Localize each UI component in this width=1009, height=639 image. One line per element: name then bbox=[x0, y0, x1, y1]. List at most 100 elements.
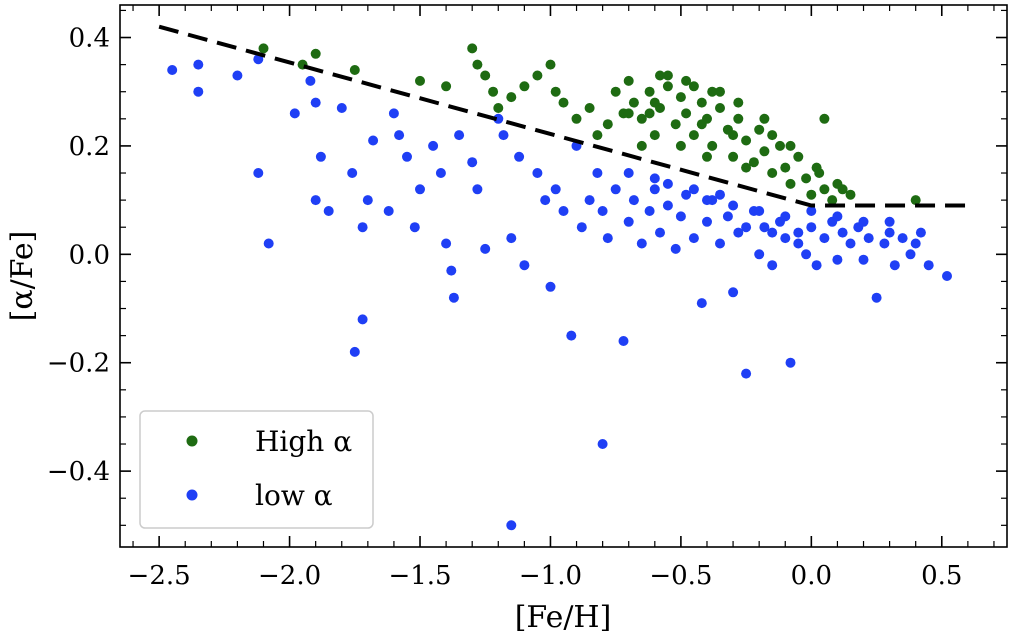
high-alpha-point bbox=[681, 108, 692, 119]
high-alpha-point bbox=[670, 119, 681, 130]
high-alpha-point bbox=[349, 65, 360, 75]
legend: High α low α bbox=[139, 410, 374, 529]
low-alpha-point bbox=[584, 195, 595, 206]
legend-marker-high-alpha bbox=[186, 435, 198, 447]
high-alpha-point bbox=[696, 97, 707, 108]
low-alpha-point bbox=[681, 189, 692, 200]
high-alpha-point bbox=[728, 151, 739, 162]
low-alpha-point bbox=[167, 65, 178, 75]
low-alpha-point bbox=[915, 227, 926, 238]
low-alpha-point bbox=[910, 238, 921, 249]
low-alpha-point bbox=[837, 227, 848, 238]
low-alpha-point bbox=[649, 173, 660, 184]
low-alpha-point bbox=[702, 216, 712, 227]
low-alpha-point bbox=[806, 222, 817, 233]
high-alpha-point bbox=[675, 92, 686, 103]
low-alpha-point bbox=[670, 243, 681, 254]
low-alpha-point bbox=[858, 216, 869, 227]
low-alpha-point bbox=[884, 227, 895, 238]
low-alpha-point bbox=[675, 211, 686, 222]
x-tick-label: −2.0 bbox=[258, 561, 321, 591]
legend-box bbox=[139, 410, 374, 529]
low-alpha-point bbox=[696, 298, 707, 309]
high-alpha-point bbox=[827, 195, 838, 206]
high-alpha-point bbox=[558, 97, 569, 108]
high-alpha-point bbox=[258, 43, 269, 54]
low-alpha-point bbox=[767, 260, 778, 271]
low-alpha-point bbox=[754, 249, 765, 260]
low-alpha-point bbox=[506, 233, 517, 244]
low-alpha-point bbox=[532, 168, 543, 178]
low-alpha-point bbox=[688, 184, 699, 195]
high-alpha-point bbox=[602, 119, 613, 130]
low-alpha-point bbox=[545, 281, 556, 292]
x-tick-label: −0.5 bbox=[649, 561, 712, 591]
low-alpha-point bbox=[347, 168, 358, 178]
x-tick-label: 0.5 bbox=[921, 561, 962, 591]
low-alpha-point bbox=[388, 108, 399, 119]
low-alpha-point bbox=[263, 238, 274, 249]
high-alpha-point bbox=[571, 113, 582, 124]
low-alpha-point bbox=[610, 184, 621, 195]
low-alpha-point bbox=[506, 520, 517, 531]
low-alpha-point bbox=[801, 249, 812, 260]
low-alpha-point bbox=[636, 238, 647, 249]
low-alpha-point bbox=[702, 195, 712, 206]
low-alpha-point bbox=[623, 216, 634, 227]
high-alpha-point bbox=[623, 108, 634, 119]
high-alpha-point bbox=[506, 92, 517, 103]
low-alpha-point bbox=[793, 227, 804, 238]
y-tick-label: 0.2 bbox=[69, 132, 110, 162]
low-alpha-point bbox=[832, 254, 843, 265]
low-alpha-point bbox=[357, 314, 368, 325]
low-alpha-point bbox=[305, 75, 316, 86]
high-alpha-point bbox=[775, 140, 785, 151]
y-tick-label: −0.2 bbox=[47, 349, 110, 379]
high-alpha-point bbox=[759, 146, 770, 157]
x-tick-label: 0.0 bbox=[791, 561, 832, 591]
high-alpha-point bbox=[845, 189, 856, 200]
high-alpha-point bbox=[488, 86, 499, 97]
high-alpha-point bbox=[610, 86, 621, 97]
low-alpha-point bbox=[310, 97, 321, 108]
high-alpha-point bbox=[628, 97, 639, 108]
high-alpha-point bbox=[688, 130, 699, 141]
low-alpha-point bbox=[336, 103, 347, 113]
high-alpha-point bbox=[636, 113, 647, 124]
low-alpha-point bbox=[923, 260, 934, 271]
low-alpha-point bbox=[884, 216, 895, 227]
low-alpha-point bbox=[715, 189, 725, 200]
y-tick-label: 0.0 bbox=[69, 240, 110, 270]
low-alpha-point bbox=[402, 151, 412, 162]
low-alpha-point bbox=[597, 439, 608, 449]
low-alpha-point bbox=[715, 238, 725, 249]
high-alpha-point bbox=[715, 103, 725, 113]
low-alpha-point bbox=[780, 211, 791, 222]
high-alpha-point bbox=[681, 75, 692, 86]
low-alpha-point bbox=[879, 238, 890, 249]
low-alpha-point bbox=[323, 206, 334, 216]
high-alpha-point bbox=[415, 75, 425, 86]
high-alpha-point bbox=[754, 124, 765, 135]
low-alpha-point bbox=[446, 265, 457, 276]
low-alpha-point bbox=[905, 249, 916, 260]
low-alpha-point bbox=[806, 206, 817, 216]
low-alpha-point bbox=[349, 346, 360, 357]
low-alpha-point bbox=[832, 211, 843, 222]
legend-label-high-alpha: High α bbox=[255, 425, 352, 458]
x-tick-label: −2.5 bbox=[128, 561, 191, 591]
low-alpha-point bbox=[688, 233, 699, 244]
low-alpha-point bbox=[480, 243, 491, 254]
low-alpha-point bbox=[576, 222, 587, 233]
low-alpha-point bbox=[519, 260, 530, 271]
low-alpha-point bbox=[793, 238, 804, 249]
low-alpha-point bbox=[889, 260, 900, 271]
high-alpha-point bbox=[707, 140, 718, 151]
high-alpha-point bbox=[472, 59, 483, 70]
low-alpha-point bbox=[368, 135, 379, 146]
low-alpha-point bbox=[780, 233, 791, 244]
high-alpha-point bbox=[688, 81, 699, 92]
low-alpha-point bbox=[728, 200, 739, 211]
low-alpha-point bbox=[662, 200, 673, 211]
high-alpha-point bbox=[819, 113, 830, 124]
